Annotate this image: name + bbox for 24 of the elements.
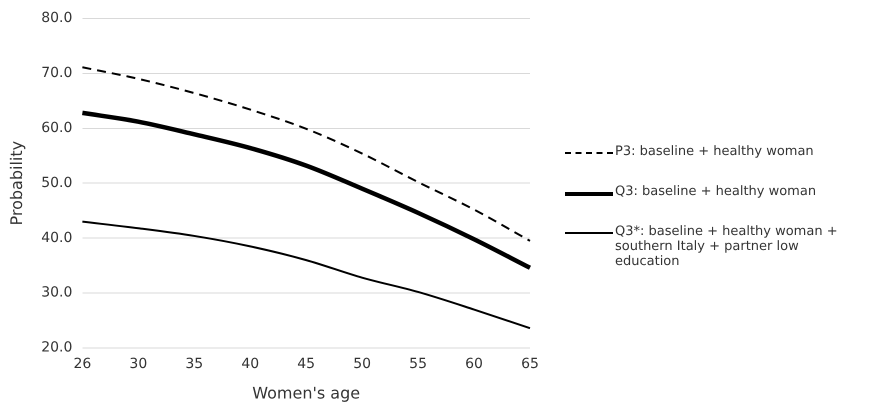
x-tick-label: 60 <box>465 356 483 372</box>
x-tick-label: 45 <box>297 356 316 372</box>
x-tick-label: 55 <box>409 356 428 372</box>
y-tick-label: 50.0 <box>41 174 72 191</box>
legend-label: Q3*: baseline + healthy woman + southern Italy + partner low education <box>615 224 839 269</box>
y-axis-title: Probability <box>6 140 26 226</box>
x-tick-label: 30 <box>129 356 148 372</box>
y-tick-label: 40.0 <box>41 230 72 246</box>
y-tick-label: 30.0 <box>41 284 72 301</box>
x-tick-label: 26 <box>73 356 92 372</box>
legend-label: P3: baseline + healthy woman <box>615 144 815 159</box>
y-tick-label: 60.0 <box>41 120 72 136</box>
y-tick-label: 80.0 <box>41 10 72 26</box>
y-tick-label: 70.0 <box>41 64 72 81</box>
line-series <box>81 66 531 242</box>
x-tick-label: 40 <box>241 356 260 372</box>
legend-label: Q3: baseline + healthy woman <box>615 184 818 199</box>
line-series <box>80 110 532 270</box>
x-tick-label: 35 <box>185 356 204 372</box>
x-tick-label: 65 <box>521 356 539 372</box>
line-series <box>81 220 531 330</box>
x-tick-label: 50 <box>353 356 372 372</box>
x-axis-title: Women's age <box>252 384 360 403</box>
y-tick-label: 20.0 <box>41 340 72 356</box>
